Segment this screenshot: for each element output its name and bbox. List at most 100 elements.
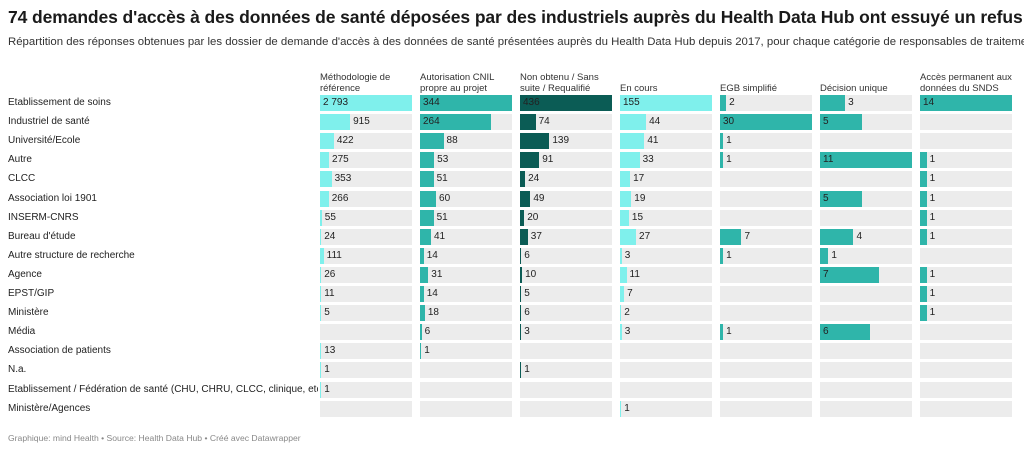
table-cell: 88 xyxy=(420,133,512,150)
value-label: 1 xyxy=(726,249,732,261)
table-cell: 5 xyxy=(320,305,412,322)
table-cell: 2 xyxy=(620,305,712,322)
table-cell: 11 xyxy=(820,152,912,169)
table-cell: 139 xyxy=(520,133,612,150)
value-label: 1 xyxy=(726,326,732,338)
value-bar xyxy=(620,305,622,322)
value-label: 74 xyxy=(538,116,550,128)
table-cell: 353 xyxy=(320,171,412,188)
value-bar xyxy=(420,171,434,188)
value-bar xyxy=(720,133,724,150)
value-bar xyxy=(320,286,322,302)
value-bar xyxy=(820,266,879,283)
value-label: 41 xyxy=(647,135,659,147)
table-cell: 422 xyxy=(320,133,412,150)
column-header: Non obtenu / Sans suite / Requalifié xyxy=(520,72,599,94)
table-cell: 49 xyxy=(520,190,612,207)
table-cell xyxy=(720,286,812,302)
value-label: 422 xyxy=(336,135,354,147)
value-bar xyxy=(520,209,525,226)
value-label: 27 xyxy=(639,230,651,242)
value-bar xyxy=(320,152,330,169)
table-cell: 24 xyxy=(320,228,412,245)
value-label: 1 xyxy=(524,364,530,376)
value-bar xyxy=(420,114,491,131)
value-bar xyxy=(620,228,637,245)
value-bar xyxy=(620,95,712,111)
table-cell: 1 xyxy=(920,209,1012,226)
value-label: 1 xyxy=(929,211,936,223)
value-bar xyxy=(720,228,742,245)
table-cell: 1 xyxy=(920,286,1012,302)
row-label: Etablissement de soins xyxy=(8,97,111,108)
value-label: 13 xyxy=(324,345,336,357)
table-cell: 33 xyxy=(620,152,712,169)
value-label: 11 xyxy=(823,154,834,166)
value-bar xyxy=(420,286,424,302)
value-label: 1 xyxy=(726,154,732,166)
table-cell xyxy=(820,209,912,226)
table-cell: 13 xyxy=(320,343,412,360)
value-bar xyxy=(920,152,927,169)
table-cell: 6 xyxy=(420,324,512,341)
column-header: Accès permanent aux données du SNDS xyxy=(920,72,1012,94)
table-cell: 1 xyxy=(320,362,412,379)
value-bar xyxy=(320,190,329,207)
value-bar xyxy=(720,324,724,341)
value-label: 264 xyxy=(423,116,440,128)
table-cell: 2 793 xyxy=(320,95,412,111)
table-cell xyxy=(820,400,912,417)
table-cell xyxy=(920,381,1012,398)
table-cell: 3 xyxy=(620,247,712,264)
table-cell: 60 xyxy=(420,190,512,207)
value-label: 5 xyxy=(524,288,530,299)
table-cell: 1 xyxy=(720,152,812,169)
value-label: 91 xyxy=(542,154,554,166)
value-bar xyxy=(920,305,927,322)
value-label: 49 xyxy=(533,192,545,204)
table-cell: 24 xyxy=(520,171,612,188)
value-label: 31 xyxy=(431,268,443,280)
value-bar xyxy=(320,133,334,150)
value-label: 2 xyxy=(624,307,630,319)
value-label: 5 xyxy=(823,116,829,128)
value-bar xyxy=(320,362,322,379)
table-cell xyxy=(720,343,812,360)
table-cell: 1 xyxy=(620,400,712,417)
value-label: 1 xyxy=(929,173,936,185)
value-label: 44 xyxy=(649,116,661,128)
column-header: Méthodologie de référence xyxy=(320,72,391,94)
value-label: 1 xyxy=(726,135,732,147)
value-bar xyxy=(920,95,1012,111)
table-cell: 14 xyxy=(920,95,1012,111)
value-bar xyxy=(720,114,812,131)
value-label: 1 xyxy=(929,307,936,319)
table-cell: 6 xyxy=(520,305,612,322)
table-cell: 15 xyxy=(620,209,712,226)
value-bar xyxy=(520,190,531,207)
row-label: Ministère xyxy=(8,307,49,319)
table-cell xyxy=(820,381,912,398)
table-cell: 436 xyxy=(520,95,612,111)
value-label: 24 xyxy=(324,230,336,242)
value-label: 266 xyxy=(331,192,349,204)
value-label: 2 793 xyxy=(323,97,349,108)
value-label: 5 xyxy=(823,192,829,204)
value-bar xyxy=(620,190,632,207)
table-cell: 7 xyxy=(720,228,812,245)
table-cell: 1 xyxy=(720,133,812,150)
table-cell: 7 xyxy=(620,286,712,302)
table-cell: 26 xyxy=(320,266,412,283)
table-cell xyxy=(520,381,612,398)
value-bar xyxy=(920,190,927,207)
table-cell xyxy=(720,190,812,207)
row-label: EPST/GIP xyxy=(8,288,55,299)
value-label: 88 xyxy=(446,135,458,147)
table-cell xyxy=(620,381,712,398)
table-cell xyxy=(820,286,912,302)
value-bar xyxy=(820,190,862,207)
table-cell: 266 xyxy=(320,190,412,207)
value-bar xyxy=(320,228,322,245)
value-label: 3 xyxy=(848,97,854,108)
table-cell: 53 xyxy=(420,152,512,169)
